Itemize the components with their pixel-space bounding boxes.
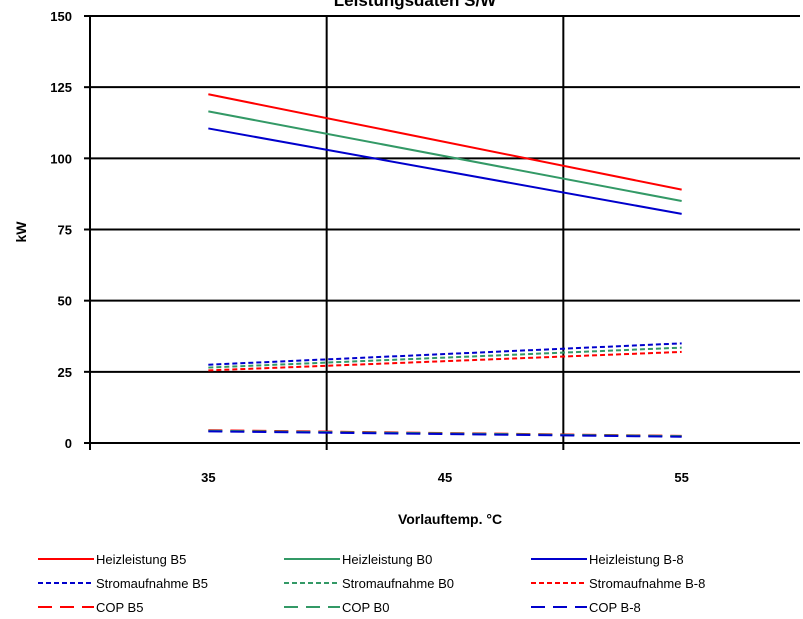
legend-item: COP B5 — [38, 600, 143, 615]
legend-item: Heizleistung B-8 — [531, 552, 684, 567]
y-tick-label: 75 — [58, 223, 72, 238]
x-axis-title: Vorlauftemp. °C — [398, 511, 502, 527]
legend-item: Stromaufnahme B0 — [284, 576, 454, 591]
legend-item: Stromaufnahme B5 — [38, 576, 208, 591]
legend-item: Heizleistung B5 — [38, 552, 186, 567]
legend-label: COP B-8 — [589, 600, 641, 615]
tick-labels: 0 25 50 75 100 125 150 35 45 55 — [50, 9, 689, 485]
legend-label: COP B5 — [96, 600, 143, 615]
y-tick-label: 125 — [50, 80, 72, 95]
series-line — [208, 350, 682, 372]
legend-item: Stromaufnahme B-8 — [531, 576, 705, 591]
legend-label: Stromaufnahme B-8 — [589, 576, 705, 591]
series-line — [208, 430, 682, 438]
series-line — [208, 93, 682, 191]
legend-label: Heizleistung B-8 — [589, 552, 684, 567]
y-tick-label: 150 — [50, 9, 72, 24]
series-line — [208, 110, 682, 203]
legend-label: Stromaufnahme B5 — [96, 576, 208, 591]
legend-item: COP B0 — [284, 600, 389, 615]
series-line — [208, 346, 682, 369]
legend-label: Stromaufnahme B0 — [342, 576, 454, 591]
x-tick-label: 35 — [201, 470, 215, 485]
x-tick-label: 55 — [674, 470, 688, 485]
legend: Heizleistung B5 Heizleistung B0 Heizleistu… — [38, 552, 705, 615]
legend-item: Heizleistung B0 — [284, 552, 432, 567]
y-tick-label: 25 — [58, 365, 72, 380]
legend-label: Heizleistung B5 — [96, 552, 186, 567]
axes — [84, 15, 800, 450]
y-axis-title: kW — [13, 221, 29, 243]
y-tick-label: 0 — [65, 436, 72, 451]
grid — [90, 15, 800, 443]
series-line — [208, 127, 682, 215]
legend-item: COP B-8 — [531, 600, 641, 615]
legend-label: Heizleistung B0 — [342, 552, 432, 567]
series-group — [208, 93, 682, 438]
y-tick-label: 100 — [50, 151, 72, 166]
series-line — [208, 342, 682, 366]
y-tick-label: 50 — [58, 294, 72, 309]
legend-label: COP B0 — [342, 600, 389, 615]
x-tick-label: 45 — [438, 470, 452, 485]
chart-title: Leistungsdaten S/W — [334, 0, 497, 10]
